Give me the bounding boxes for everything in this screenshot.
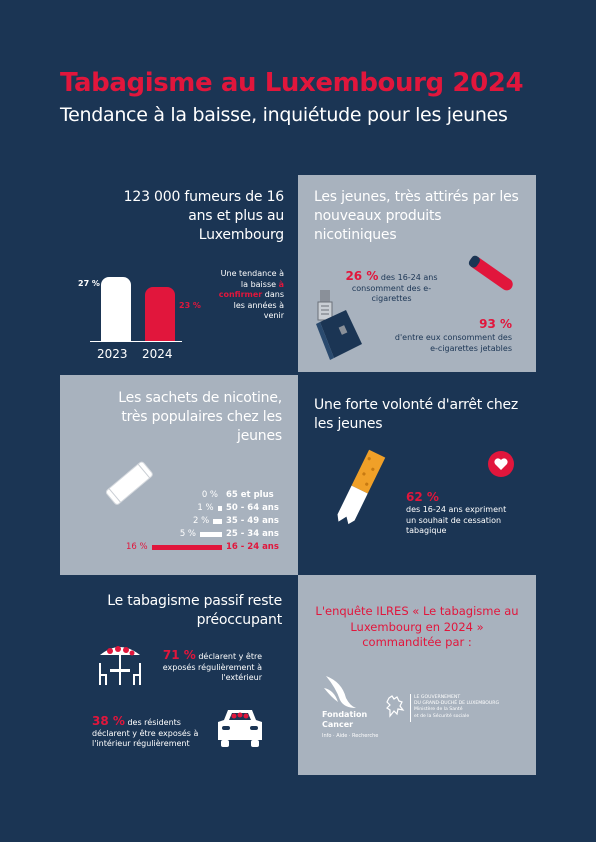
gov-line-2: DU GRAND-DUCHÉ DE LUXEMBOURG (414, 701, 500, 707)
fondation-cancer-logo (324, 676, 356, 708)
gov-line-4: et de la Sécurité sociale (414, 713, 470, 719)
trend-note-3: dans les années à venir (233, 290, 284, 320)
pouch-pct: 16 % (126, 542, 148, 552)
youth-headline: Les jeunes, très attirés par les nouveau… (314, 189, 519, 243)
smokers-bar-chart (90, 270, 182, 341)
survey-text: L'enquête ILRES « Le tabagisme au Luxemb… (315, 604, 519, 649)
pouch-row: 0 % 65 et plus (110, 490, 280, 502)
chart-axis (90, 341, 182, 342)
pouch-row: 5 % 25 - 34 ans (110, 529, 280, 541)
passive-stat-1-text: déclarent y être exposés régulièrement à… (162, 652, 262, 682)
gov-logo-text: LE GOUVERNEMENT DU GRAND-DUCHÉ DE LUXEMB… (414, 695, 499, 720)
terrace-table-icon (99, 646, 141, 685)
passive-headline: Le tabagisme passif reste préoccupant (107, 593, 282, 628)
bar-label-2023: 27 % (78, 279, 100, 288)
lion-crest-icon (386, 695, 405, 718)
passive-stat-2: 38 % des résidents déclarent y être expo… (92, 714, 200, 750)
year-label-2023: 2023 (97, 347, 128, 361)
pouch-age: 65 et plus (226, 490, 274, 500)
youth-stat-1-value: 26 % (345, 269, 379, 283)
pouch-age: 50 - 64 ans (226, 503, 279, 513)
car-icon (218, 710, 262, 747)
passive-stat-2-text: des résidents déclarent y être exposés à… (92, 718, 199, 748)
trend-note-2: à confirmer (218, 279, 284, 300)
year-label-2024: 2024 (142, 347, 173, 361)
quit-stat-text: des 16-24 ans expriment un souhait de ce… (406, 505, 507, 535)
trend-note-1: Une tendance à la baisse (220, 269, 284, 289)
bar-2024 (145, 286, 175, 341)
youth-stat-1: 26 % des 16-24 ans consomment des e-ciga… (343, 269, 440, 305)
pouch-bar (213, 519, 222, 524)
bar-label-2024: 23 % (179, 301, 201, 310)
pouch-row: 1 % 50 - 64 ans (110, 503, 280, 515)
gov-line-3: Ministère de la Santé (414, 707, 463, 713)
page-subtitle: Tendance à la baisse, inquiétude pour le… (60, 104, 508, 126)
page-title: Tabagisme au Luxembourg 2024 (60, 68, 524, 98)
ecig-vape-icon (316, 290, 362, 360)
smokers-headline: 123 000 fumeurs de 16 ans et plus au Lux… (123, 189, 285, 243)
passive-stat-1: 71 % déclarent y être exposés régulièrem… (158, 648, 262, 684)
pouch-age: 35 - 49 ans (226, 516, 279, 526)
gov-divider (410, 694, 411, 722)
youth-stat-1-text: des 16-24 ans consomment des e-cigarette… (351, 273, 438, 303)
quit-stat-value: 62 % (406, 490, 439, 504)
pouch-bar (217, 506, 222, 511)
pouches-panel (60, 375, 298, 575)
quit-headline: Une forte volonté d'arrêt chez les jeune… (314, 397, 519, 432)
youth-stat-2-value: 93 % (479, 317, 512, 331)
pouch-icon (105, 461, 153, 505)
pouch-pct: 2 % (193, 516, 210, 526)
pouch-row: 16 % 16 - 24 ans (110, 542, 280, 554)
gov-line-1: LE GOUVERNEMENT (414, 695, 461, 700)
pouch-row: 2 % 35 - 49 ans (110, 516, 280, 528)
pouch-age: 25 - 34 ans (226, 529, 279, 539)
broken-cigarette-icon (337, 449, 386, 525)
ecig-pen-icon (468, 255, 513, 291)
pouch-pct: 0 % (201, 490, 218, 500)
logo1-name: Fondation Cancer (322, 710, 368, 729)
bar-2023 (101, 277, 131, 341)
pouch-pct: 5 % (179, 529, 196, 539)
heart-icon (488, 451, 514, 477)
pouches-headline: Les sachets de nicotine, très populaires… (118, 390, 282, 444)
passive-stat-1-value: 71 % (162, 648, 196, 662)
pouch-age: 16 - 24 ans (226, 542, 279, 552)
pouch-pct: 1 % (197, 503, 214, 513)
passive-stat-2-value: 38 % (92, 714, 125, 728)
pouch-bar (200, 532, 222, 537)
pouch-bar (151, 545, 222, 550)
trend-note: Une tendance à la baisse à confirmer dan… (212, 269, 284, 322)
survey-panel (298, 575, 536, 775)
youth-stat-2-text: d'entre eux consomment des e-cigarettes … (394, 333, 512, 353)
logo1-tagline: Info · Aide · Recherche (322, 733, 379, 739)
